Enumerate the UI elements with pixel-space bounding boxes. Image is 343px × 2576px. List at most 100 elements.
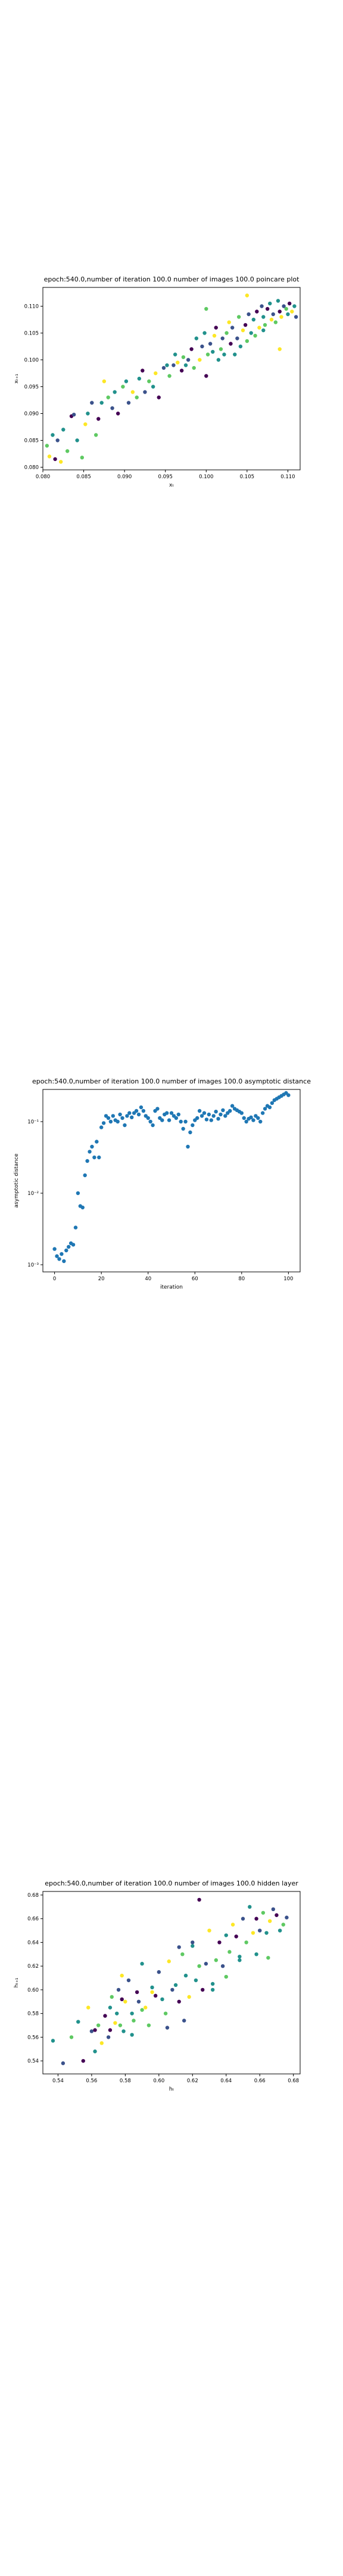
y-tick-label: 0.095 bbox=[24, 385, 39, 391]
data-point bbox=[221, 1108, 225, 1112]
x-tick-label: 0.085 bbox=[76, 474, 91, 480]
data-point bbox=[211, 349, 215, 354]
data-point bbox=[204, 306, 208, 311]
data-point bbox=[224, 331, 229, 335]
data-point bbox=[92, 1155, 96, 1160]
data-point bbox=[69, 2035, 74, 2039]
data-point bbox=[169, 1111, 174, 1115]
data-point bbox=[286, 1093, 291, 1097]
data-point bbox=[276, 299, 280, 303]
y-tick-label: 0.100 bbox=[24, 358, 39, 364]
data-point bbox=[234, 1934, 238, 1939]
data-point bbox=[116, 1987, 121, 1992]
data-point bbox=[76, 2020, 80, 2024]
data-point bbox=[172, 363, 176, 367]
data-point bbox=[108, 2028, 113, 2032]
data-point bbox=[284, 306, 288, 311]
data-point bbox=[130, 390, 135, 394]
data-point bbox=[86, 2005, 91, 2010]
data-point bbox=[263, 323, 267, 327]
data-point bbox=[243, 323, 248, 327]
data-point bbox=[118, 1112, 122, 1117]
data-point bbox=[265, 306, 270, 311]
data-point bbox=[148, 1119, 152, 1124]
data-point bbox=[165, 363, 169, 367]
data-point bbox=[123, 1123, 127, 1128]
data-point bbox=[111, 1114, 116, 1118]
data-point bbox=[61, 2061, 66, 2066]
data-point bbox=[126, 1978, 131, 1983]
data-point bbox=[277, 1928, 282, 1933]
y-tick-label: 0.105 bbox=[24, 331, 39, 337]
data-point bbox=[136, 1999, 141, 2004]
data-point bbox=[204, 374, 208, 378]
data-point bbox=[130, 2011, 134, 2015]
x-tick-label: 0.56 bbox=[86, 2078, 97, 2084]
data-point bbox=[208, 342, 213, 346]
data-point bbox=[150, 1990, 154, 1995]
data-point bbox=[103, 2014, 107, 2018]
data-point bbox=[51, 433, 55, 437]
data-point bbox=[199, 1114, 204, 1118]
data-point bbox=[216, 358, 221, 362]
data-point bbox=[201, 1987, 205, 1992]
data-point bbox=[191, 1123, 195, 1128]
data-point bbox=[89, 2029, 94, 2033]
data-point bbox=[88, 1150, 92, 1154]
data-point bbox=[258, 1119, 263, 1124]
data-point bbox=[292, 304, 297, 308]
data-point bbox=[60, 1252, 64, 1256]
data-point bbox=[80, 1205, 85, 1210]
x-tick-label: 0.54 bbox=[52, 2078, 64, 2084]
poincare-plot-chart: epoch:540.0,number of iteration 100.0 nu… bbox=[14, 275, 301, 488]
data-point bbox=[200, 344, 204, 349]
data-point bbox=[260, 1111, 265, 1115]
data-point bbox=[279, 315, 283, 319]
y-axis-label: asymptotic distance bbox=[14, 1153, 20, 1208]
data-point bbox=[73, 1225, 78, 1230]
data-point bbox=[53, 457, 57, 462]
data-point bbox=[75, 438, 79, 442]
data-point bbox=[174, 1116, 179, 1120]
data-point bbox=[204, 1962, 208, 1966]
data-point bbox=[108, 1119, 113, 1124]
data-point bbox=[286, 312, 290, 317]
data-point bbox=[239, 1111, 244, 1115]
data-point bbox=[167, 1959, 171, 1964]
data-point bbox=[209, 1118, 213, 1122]
data-point bbox=[96, 2023, 101, 2027]
data-point bbox=[177, 1945, 181, 1949]
data-point bbox=[161, 366, 166, 370]
data-point bbox=[245, 293, 250, 298]
data-point bbox=[205, 352, 210, 357]
data-point bbox=[254, 1916, 258, 1921]
data-point bbox=[182, 2018, 186, 2023]
data-point bbox=[106, 1116, 111, 1120]
data-point bbox=[137, 376, 142, 381]
x-tick-label: 0.095 bbox=[158, 474, 173, 480]
data-point bbox=[99, 401, 104, 405]
data-point bbox=[93, 433, 98, 437]
data-point bbox=[251, 1118, 255, 1122]
data-point bbox=[52, 1247, 57, 1251]
x-tick-label: 0.58 bbox=[120, 2078, 131, 2084]
data-point bbox=[263, 1107, 267, 1111]
data-point bbox=[176, 360, 180, 365]
data-point bbox=[238, 1958, 242, 1962]
data-point bbox=[127, 1111, 132, 1115]
data-point bbox=[95, 1140, 99, 1144]
data-point bbox=[90, 1144, 94, 1149]
data-point bbox=[116, 411, 120, 416]
data-point bbox=[121, 2029, 126, 2033]
data-point bbox=[204, 1117, 209, 1122]
x-tick-label: 0.110 bbox=[280, 474, 295, 480]
y-tick-label: 10⁻² bbox=[27, 1191, 39, 1197]
data-point bbox=[277, 309, 282, 314]
y-tick-label: 0.58 bbox=[27, 2011, 39, 2017]
data-point bbox=[65, 449, 70, 453]
data-point bbox=[120, 1997, 124, 2002]
data-point bbox=[207, 1928, 211, 1933]
data-point bbox=[183, 1119, 188, 1124]
data-point bbox=[224, 1974, 228, 1979]
data-point bbox=[195, 1116, 199, 1120]
